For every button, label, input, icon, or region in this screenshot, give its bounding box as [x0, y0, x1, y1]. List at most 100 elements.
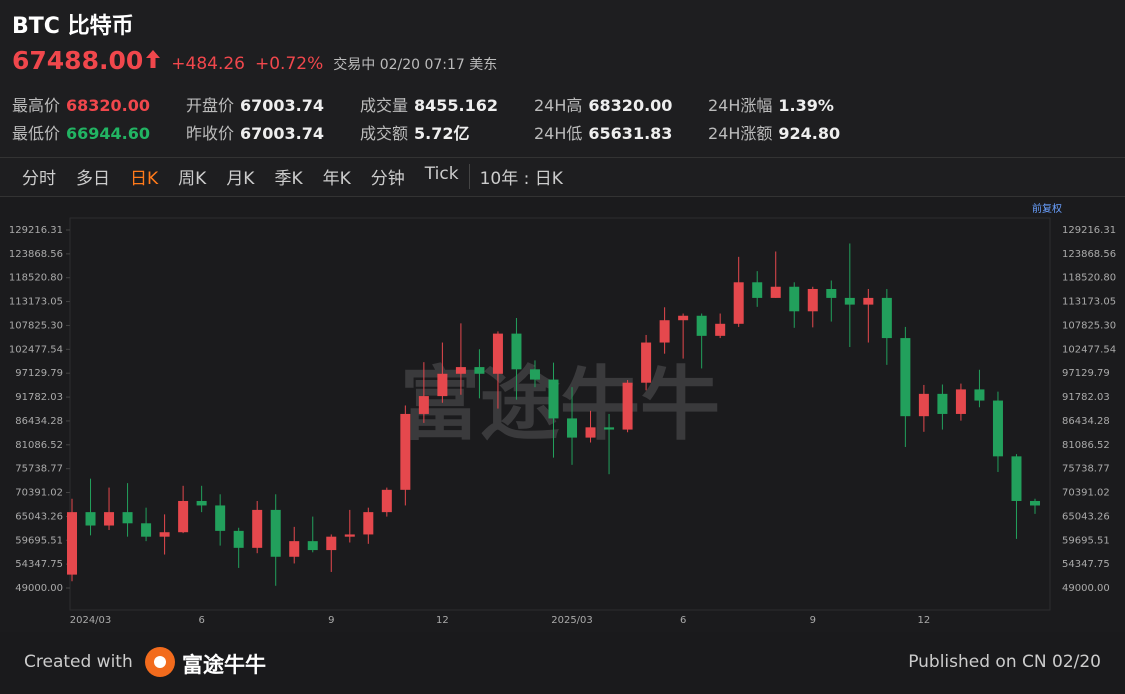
candle-body [937, 393, 948, 414]
x-tick-label: 6 [680, 615, 686, 626]
candle-body [659, 320, 670, 343]
candle-body [289, 541, 300, 557]
y-tick-label: 123868.56 [9, 249, 63, 260]
candle-body [381, 489, 392, 513]
tab[interactable]: 月K [226, 169, 255, 189]
title: BTC 比特币 [12, 14, 134, 39]
candle-body [511, 333, 522, 370]
brand: 富途牛牛 [182, 653, 266, 677]
price-row: 67488.00 +484.26 +0.72% 交易中 02/20 07:17 … [12, 46, 497, 75]
candle-body [437, 373, 448, 397]
candle-body [67, 512, 77, 575]
status: 交易中 02/20 07:17 美东 [333, 57, 498, 73]
stat-label: 24H涨幅 [708, 96, 773, 115]
period[interactable]: 10年 : 日K [468, 164, 573, 189]
y-tick-label-right: 107825.30 [1062, 320, 1116, 331]
y-tick-label: 75738.77 [15, 464, 63, 475]
y-tick-label: 59695.51 [15, 535, 63, 546]
y-tick-label: 97129.79 [15, 368, 63, 379]
tabs[interactable]: 分时 多日 日K 周K 月K 季K 年K 分钟 Tick 10年 : 日K [12, 164, 573, 189]
stat: 昨收价 67003.74 [186, 120, 324, 144]
tab[interactable]: 分时 [22, 169, 56, 189]
candle-body [159, 532, 170, 537]
watermark: 富途牛牛 [400, 358, 720, 451]
candle-body [585, 427, 596, 438]
stat-label: 成交量 [360, 96, 409, 115]
y-tick-label-right: 81086.52 [1062, 440, 1110, 451]
y-tick-label: 81086.52 [15, 440, 63, 451]
stat-value: 65631.83 [588, 124, 673, 143]
chart: 富途牛牛 前复权 129216.31 129216.31 123868.56 1238… [0, 197, 1125, 632]
candle-body [326, 536, 337, 551]
change-pct: +0.72% [255, 54, 324, 74]
stat-value: 67003.74 [240, 96, 325, 115]
x-tick-label: 2025/03 [551, 615, 593, 626]
candle-body [807, 288, 818, 312]
y-tick-label-right: 70391.02 [1062, 488, 1110, 499]
y-tick-label: 91782.03 [15, 392, 63, 403]
candle-body [455, 367, 466, 374]
candle-body [863, 297, 874, 305]
candle-body [770, 286, 781, 298]
candle-body [418, 396, 429, 414]
candle-body [270, 509, 281, 557]
y-tick-label-right: 49000.00 [1062, 583, 1110, 594]
stat: 最低价 66944.60 [12, 120, 150, 144]
tab[interactable]: 分钟 [370, 169, 405, 189]
created: Created with [24, 652, 133, 672]
stat-value: 67003.74 [240, 124, 325, 143]
candle-body [474, 367, 485, 374]
y-tick-label-right: 54347.75 [1062, 559, 1110, 570]
tab[interactable]: 多日 [76, 169, 110, 189]
y-tick-label: 86434.28 [15, 416, 63, 427]
adjust[interactable]: 前复权 [1032, 202, 1062, 215]
stat-label: 成交额 [360, 124, 409, 143]
y-tick-label-right: 97129.79 [1062, 368, 1110, 379]
divider [0, 157, 1125, 158]
tab[interactable]: 日K [130, 169, 159, 189]
candle-body [141, 523, 152, 537]
stat-label: 最高价 [12, 96, 61, 115]
y-tick-label-right: 65043.26 [1062, 511, 1110, 522]
candle-body [196, 500, 207, 506]
stat: 24H低 65631.83 [534, 120, 672, 144]
candle-body [233, 530, 244, 548]
tab[interactable]: Tick [424, 164, 459, 184]
y-tick-label-right: 129216.31 [1062, 225, 1116, 236]
stat-label: 最低价 [12, 124, 61, 143]
y-tick-label: 49000.00 [15, 583, 63, 594]
candle-body [548, 379, 559, 419]
tab[interactable]: 季K [274, 169, 303, 189]
x-tick-label: 9 [328, 615, 334, 626]
x-tick-label: 12 [918, 615, 931, 626]
y-tick-label-right: 113173.05 [1062, 297, 1116, 308]
candle-body [307, 541, 318, 551]
candle-body [400, 413, 411, 490]
stat-label: 24H高 [534, 96, 583, 115]
candle-body [881, 297, 892, 339]
stat-value: 66944.60 [66, 124, 151, 143]
candle-body [678, 315, 689, 321]
price: 67488.00 [12, 46, 144, 75]
candle-body [85, 512, 96, 526]
tab[interactable]: 周K [178, 169, 207, 189]
x-tick-label: 12 [436, 615, 449, 626]
y-tick-label-right: 91782.03 [1062, 392, 1110, 403]
chart-bg [0, 197, 1125, 632]
logo [145, 647, 175, 677]
stat-value: 68320.00 [66, 96, 151, 115]
y-tick-label-right: 118520.80 [1062, 273, 1116, 284]
stat: 成交额 5.72亿 [360, 120, 470, 144]
candle-body [363, 512, 374, 535]
y-tick-label: 118520.80 [9, 273, 63, 284]
y-tick-label-right: 123868.56 [1062, 249, 1116, 260]
candle-body [622, 382, 633, 430]
tab[interactable]: 年K [322, 169, 351, 189]
stat-value: 1.39% [778, 96, 834, 115]
y-tick-label-right: 102477.54 [1062, 344, 1116, 355]
y-tick-label: 107825.30 [9, 320, 63, 331]
y-tick-label-right: 86434.28 [1062, 416, 1110, 427]
y-tick-label: 65043.26 [15, 511, 63, 522]
candle-body [1030, 500, 1040, 506]
candle-body [715, 323, 726, 336]
